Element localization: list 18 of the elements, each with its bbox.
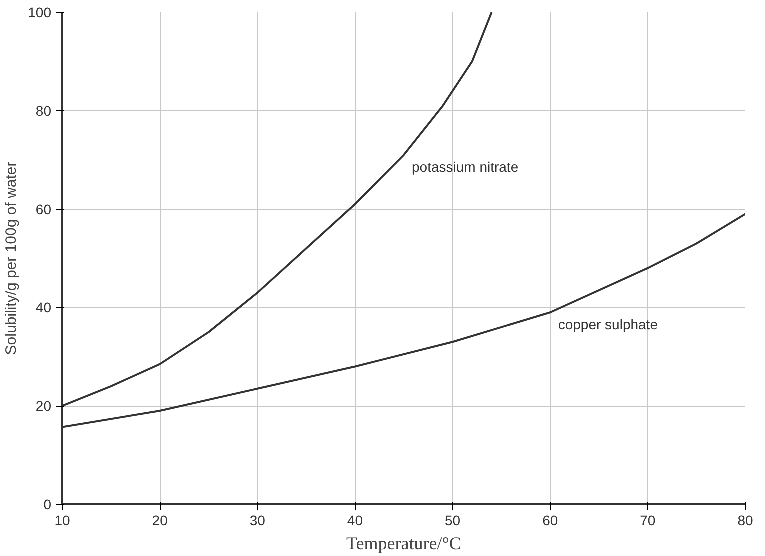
x-tick-label: 80 (738, 512, 754, 528)
series-label: copper sulphate (558, 316, 658, 333)
series-label: potassium nitrate (412, 159, 519, 176)
y-tick-label: 80 (36, 102, 52, 119)
y-axis-title: Solubility/g per 100g of water (3, 162, 20, 356)
y-tick-label: 100 (28, 4, 52, 20)
x-axis-title: Temperature/°C (346, 534, 462, 554)
y-tick-label: 0 (44, 496, 52, 512)
y-tick-label: 20 (36, 398, 52, 414)
y-tick-label: 40 (36, 300, 52, 316)
x-tick-label: 10 (54, 512, 70, 528)
x-tick-label: 50 (445, 512, 461, 528)
x-tick-label: 60 (542, 512, 558, 528)
x-tick-label: 20 (152, 512, 168, 528)
y-tick-label: 60 (36, 201, 52, 218)
x-tick-label: 70 (640, 512, 656, 528)
x-tick-label: 30 (250, 512, 266, 528)
x-tick-label: 40 (347, 512, 364, 528)
